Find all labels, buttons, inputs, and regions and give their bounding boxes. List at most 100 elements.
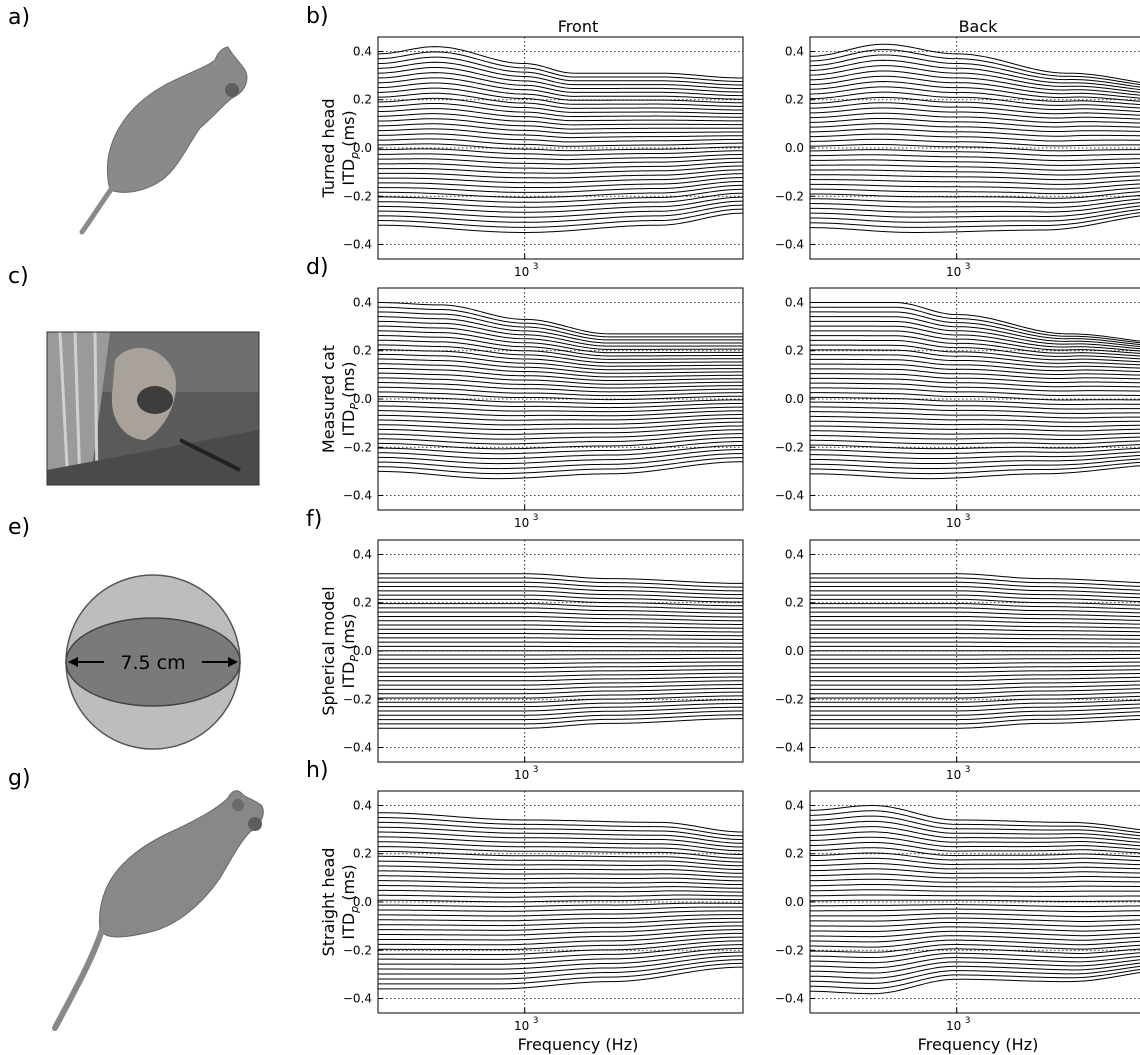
itd-curve — [810, 653, 1140, 656]
itd-curve — [377, 405, 744, 413]
itd-curve — [810, 174, 1140, 181]
itd-curve — [809, 420, 1140, 428]
itd-curve — [810, 921, 1140, 927]
itd-curve — [377, 445, 744, 460]
itd-curve — [378, 966, 744, 990]
itd-curve — [809, 841, 1140, 854]
itd-curve — [810, 382, 1140, 392]
itd-curve — [378, 687, 743, 695]
x-tick-exponent: 3 — [965, 513, 971, 523]
plot-h-back: 0.4 0.2 0.0 −0.2 −0.4 10 3 — [775, 790, 1140, 1033]
itd-curve — [378, 169, 744, 179]
y-tick-label: 0.0 — [785, 141, 804, 155]
y-axis-label-line1: Turned head — [319, 99, 338, 199]
itd-curve — [377, 61, 744, 90]
y-tick-label: 0.2 — [785, 344, 804, 358]
itd-curve — [377, 396, 744, 405]
itd-curve — [809, 439, 1140, 445]
itd-curve — [809, 406, 1140, 414]
itd-curve — [810, 688, 1140, 695]
itd-curve — [810, 603, 1140, 610]
itd-curve — [377, 349, 743, 367]
itd-curve — [378, 598, 744, 607]
y-tick-label: 0.4 — [353, 295, 372, 309]
x-tick-label: 10 — [514, 516, 529, 530]
itd-curve — [809, 70, 1140, 96]
itd-curve — [377, 138, 744, 147]
x-tick-exponent: 3 — [533, 1016, 539, 1026]
itd-curve — [377, 46, 744, 79]
itd-curve — [809, 107, 1140, 120]
itd-curve — [378, 637, 744, 640]
itd-curve — [809, 889, 1140, 893]
y-axis-label-line1: Spherical model — [319, 586, 338, 715]
y-tick-label: −0.4 — [343, 238, 372, 252]
itd-curve — [810, 311, 1140, 346]
itd-curve — [810, 633, 1140, 637]
itd-curve — [378, 885, 744, 889]
y-tick-label: −0.4 — [775, 741, 804, 755]
itd-curve — [378, 594, 744, 603]
itd-curve — [378, 672, 744, 677]
y-tick-label: 0.0 — [353, 644, 372, 658]
itd-curve — [377, 831, 744, 848]
itd-curve — [809, 883, 1140, 888]
x-tick-label: 10 — [514, 768, 529, 782]
itd-curve — [377, 335, 743, 357]
y-tick-label: 0.4 — [785, 798, 804, 812]
itd-curve — [377, 212, 744, 233]
itd-curve — [810, 339, 1140, 360]
itd-curve — [810, 645, 1140, 648]
itd-curve — [810, 607, 1140, 614]
itd-curve — [377, 417, 744, 426]
itd-curve — [810, 699, 1140, 708]
itd-curve — [377, 148, 744, 156]
itd-curve — [378, 925, 744, 936]
itd-curve — [810, 908, 1140, 913]
itd-curve — [377, 437, 744, 450]
panel-letter-g: g) — [8, 766, 31, 791]
itd-curve — [809, 857, 1140, 866]
itd-curve — [378, 607, 744, 614]
itd-curve — [377, 875, 744, 882]
y-tick-label: 0.0 — [353, 392, 372, 406]
itd-curve — [809, 444, 1140, 450]
itd-curve — [378, 581, 744, 592]
itd-curve — [809, 862, 1140, 870]
itd-curve — [810, 615, 1140, 621]
y-axis-label-line2: ITDp (ms) — [339, 110, 361, 185]
itd-curve — [810, 676, 1140, 682]
itd-curve — [809, 804, 1140, 831]
itd-curve — [810, 325, 1140, 352]
y-tick-label: 0.0 — [785, 392, 804, 406]
itd-curve — [378, 959, 744, 980]
panel-letter-b: b) — [306, 4, 329, 29]
y-tick-label: −0.2 — [775, 440, 804, 454]
itd-curve — [809, 447, 1140, 455]
itd-curve — [810, 684, 1140, 690]
itd-curve — [810, 899, 1140, 902]
itd-curve — [377, 208, 744, 228]
itd-curve — [378, 645, 743, 648]
itd-curve — [809, 878, 1140, 883]
itd-curve — [377, 87, 744, 107]
itd-curve — [809, 868, 1140, 874]
x-tick-label: 10 — [514, 265, 529, 279]
itd-curve — [810, 590, 1140, 599]
y-tick-label: 0.2 — [353, 93, 372, 107]
y-axis-label-line2: ITDP (ms) — [339, 362, 361, 437]
itd-curve — [810, 718, 1140, 729]
itd-curve — [378, 850, 744, 863]
itd-plots: 0.40.20.0−0.2−0.410 3b)Turned head ITDp (m… — [306, 4, 1140, 1033]
itd-curve — [809, 810, 1140, 834]
itd-curve — [377, 56, 744, 86]
y-tick-label: 0.2 — [353, 596, 372, 610]
column-title-front: Front — [558, 17, 598, 36]
itd-curve — [377, 153, 744, 161]
itd-curve — [378, 641, 743, 644]
itd-curve — [809, 913, 1140, 918]
itd-curve — [377, 429, 744, 440]
itd-curve — [810, 703, 1140, 712]
itd-curve — [378, 157, 744, 165]
